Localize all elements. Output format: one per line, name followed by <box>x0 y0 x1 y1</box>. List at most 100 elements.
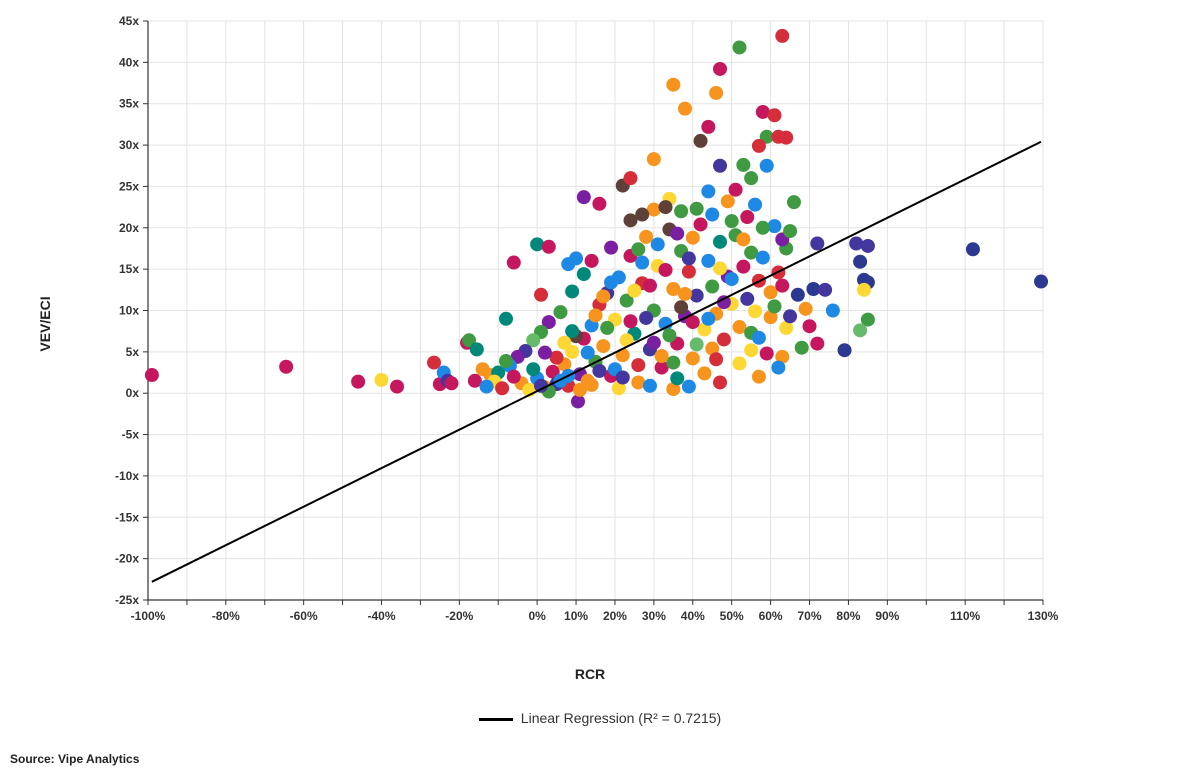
data-point <box>611 381 626 396</box>
data-point <box>619 333 634 348</box>
data-point <box>685 315 700 330</box>
data-point <box>565 324 580 339</box>
data-point <box>588 308 603 323</box>
x-tick-label: 0% <box>528 609 546 623</box>
data-point <box>713 261 728 276</box>
data-point <box>701 253 716 268</box>
data-point <box>469 342 484 357</box>
data-point <box>779 320 794 335</box>
data-point <box>697 366 712 381</box>
data-point <box>600 320 615 335</box>
data-point <box>732 356 747 371</box>
data-point <box>849 236 864 251</box>
data-point <box>642 378 657 393</box>
data-point <box>584 253 599 268</box>
data-point <box>678 101 692 116</box>
data-point <box>506 255 521 270</box>
data-point <box>596 339 611 354</box>
data-point <box>736 259 751 274</box>
data-point <box>705 207 720 222</box>
data-point <box>646 335 661 350</box>
data-point <box>666 382 681 397</box>
data-point <box>806 281 821 296</box>
x-axis-title: RCR <box>575 666 605 682</box>
source-note: Source: Vipe Analytics <box>10 752 140 766</box>
data-point <box>635 255 650 270</box>
data-point <box>697 322 712 337</box>
data-point <box>965 242 980 257</box>
data-point <box>818 282 833 297</box>
data-point <box>837 343 852 358</box>
data-point <box>755 220 770 235</box>
data-point <box>584 377 599 392</box>
data-point <box>767 299 782 314</box>
data-point <box>736 157 751 172</box>
data-point <box>681 264 696 279</box>
data-point <box>810 336 825 351</box>
data-point <box>724 272 739 287</box>
data-point <box>666 281 681 296</box>
data-point <box>592 363 607 378</box>
data-point <box>767 219 782 234</box>
data-point <box>553 305 568 320</box>
data-point <box>689 288 704 303</box>
x-tick-label: 90% <box>875 609 899 623</box>
y-tick-label: 30x <box>119 138 139 152</box>
data-point <box>860 312 875 327</box>
data-point <box>427 355 442 370</box>
data-point <box>565 284 580 299</box>
data-point <box>693 217 708 232</box>
data-point <box>740 210 755 225</box>
data-point <box>557 335 572 350</box>
data-point <box>681 379 696 394</box>
data-point <box>467 373 482 388</box>
data-point <box>759 346 774 361</box>
data-point <box>495 381 510 396</box>
data-point <box>779 130 794 145</box>
data-point <box>635 207 650 222</box>
data-point <box>390 379 405 394</box>
data-point <box>534 378 549 393</box>
chart-legend: Linear Regression (R² = 0.7215) <box>0 710 1200 726</box>
data-point <box>751 330 766 345</box>
data-point <box>1034 274 1049 289</box>
data-point <box>798 301 813 316</box>
data-point <box>631 242 646 257</box>
data-point <box>759 158 774 173</box>
y-tick-label: -5x <box>122 428 140 442</box>
data-point <box>565 344 580 359</box>
data-point <box>670 226 685 241</box>
data-point <box>646 202 661 217</box>
data-point <box>783 309 798 324</box>
y-tick-label: 45x <box>119 14 139 28</box>
data-point <box>510 349 525 364</box>
data-point <box>619 293 634 308</box>
data-point <box>744 245 759 260</box>
data-point <box>604 240 619 255</box>
data-point <box>506 369 521 384</box>
data-point <box>775 278 790 293</box>
data-point <box>689 201 704 216</box>
data-point <box>724 214 739 229</box>
x-tick-label: 40% <box>681 609 705 623</box>
data-point <box>786 195 801 210</box>
data-point <box>534 287 549 302</box>
data-point <box>716 295 731 310</box>
data-point <box>374 372 389 387</box>
data-point <box>759 129 774 144</box>
data-point <box>639 229 654 244</box>
data-point <box>701 311 716 326</box>
data-point <box>701 119 716 134</box>
legend-label: Linear Regression (R² = 0.7215) <box>520 710 722 726</box>
data-point <box>642 278 657 293</box>
data-point <box>732 320 747 335</box>
data-point <box>728 182 743 197</box>
data-point <box>860 238 875 253</box>
data-point <box>767 108 782 123</box>
y-tick-label: -20x <box>115 552 139 566</box>
data-point <box>444 376 459 391</box>
data-point <box>794 340 809 355</box>
y-tick-label: 10x <box>119 304 139 318</box>
data-point <box>666 355 681 370</box>
